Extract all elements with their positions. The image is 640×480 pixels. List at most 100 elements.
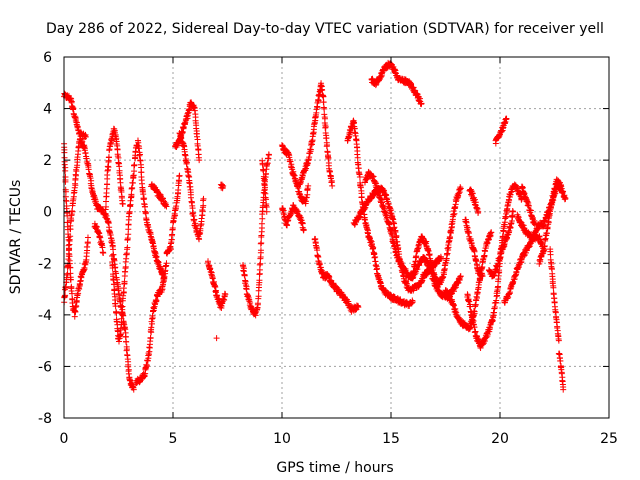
series-track-15 [259, 157, 270, 215]
data-point [258, 239, 265, 246]
data-point [357, 184, 364, 191]
data-point [198, 215, 205, 222]
data-point [71, 313, 78, 320]
data-point [176, 172, 183, 179]
data-point [113, 310, 120, 317]
data-point [441, 266, 448, 273]
data-point [457, 185, 464, 192]
data-point [149, 314, 156, 321]
data-point [495, 283, 502, 290]
data-point [64, 270, 71, 277]
data-point [97, 234, 104, 241]
data-point [351, 129, 358, 136]
data-point [554, 323, 561, 330]
data-point [111, 281, 118, 288]
data-point [70, 105, 77, 112]
data-point [82, 149, 89, 156]
data-point [444, 250, 451, 257]
data-point [370, 251, 377, 258]
y-tick-label: -4 [38, 308, 52, 324]
data-point [161, 273, 168, 280]
data-point [240, 268, 247, 275]
data-point [471, 324, 478, 331]
series-track-9 [171, 99, 203, 164]
data-point [413, 254, 420, 261]
data-point [265, 151, 272, 158]
data-point [121, 278, 128, 285]
data-point [137, 151, 144, 158]
data-point [72, 182, 79, 189]
data-point [64, 212, 71, 219]
data-point [85, 166, 92, 173]
data-point [78, 274, 85, 281]
data-point [453, 195, 460, 202]
y-tick-label: 4 [43, 102, 52, 118]
data-point [370, 244, 377, 251]
data-point [218, 302, 225, 309]
series-track-21 [350, 184, 445, 294]
data-point [62, 292, 69, 299]
data-point [176, 130, 183, 137]
series-track-11 [204, 258, 229, 311]
data-point [335, 286, 342, 293]
data-point [322, 123, 329, 130]
data-point [321, 105, 328, 112]
data-point [287, 158, 294, 165]
data-point [557, 358, 564, 365]
data-points [61, 59, 569, 393]
series-track-23 [368, 59, 425, 108]
data-point [84, 234, 91, 241]
data-point [451, 210, 458, 217]
series-track-26 [462, 216, 486, 280]
data-point [303, 194, 310, 201]
series-track-17 [278, 142, 312, 207]
data-point [240, 262, 247, 269]
data-point [214, 292, 221, 299]
data-point [119, 303, 126, 310]
series-track-6 [132, 260, 170, 387]
data-point [325, 155, 332, 162]
data-point [146, 344, 153, 351]
data-point [321, 111, 328, 118]
data-point [370, 192, 377, 199]
x-tick-label: 10 [273, 431, 291, 447]
data-point [475, 208, 482, 215]
data-point [123, 338, 130, 345]
data-point [136, 152, 143, 159]
data-point [61, 161, 68, 168]
data-point [67, 233, 74, 240]
data-point [374, 265, 381, 272]
data-point [129, 185, 136, 192]
data-point [220, 182, 227, 189]
series-track-35 [547, 246, 562, 344]
data-point [163, 203, 170, 210]
data-point [443, 251, 450, 258]
data-point [100, 249, 107, 256]
data-point [87, 175, 94, 182]
data-point [63, 272, 70, 279]
data-point [69, 208, 76, 215]
data-point [389, 215, 396, 222]
data-point [452, 284, 459, 291]
data-point [174, 193, 181, 200]
data-point [430, 264, 437, 271]
data-point [142, 209, 149, 216]
data-point [213, 335, 220, 342]
data-point [126, 208, 133, 215]
data-point [183, 159, 190, 166]
series-track-27 [466, 186, 482, 216]
data-point [187, 194, 194, 201]
data-point [512, 272, 519, 279]
data-point [297, 214, 304, 221]
data-point [98, 241, 105, 248]
data-point [393, 233, 400, 240]
data-point [105, 154, 112, 161]
data-point [167, 246, 174, 253]
data-point [105, 164, 112, 171]
data-point [200, 195, 207, 202]
data-point [109, 265, 116, 272]
data-point [191, 216, 198, 223]
y-tick-label: 2 [43, 153, 52, 169]
data-point [66, 236, 73, 243]
